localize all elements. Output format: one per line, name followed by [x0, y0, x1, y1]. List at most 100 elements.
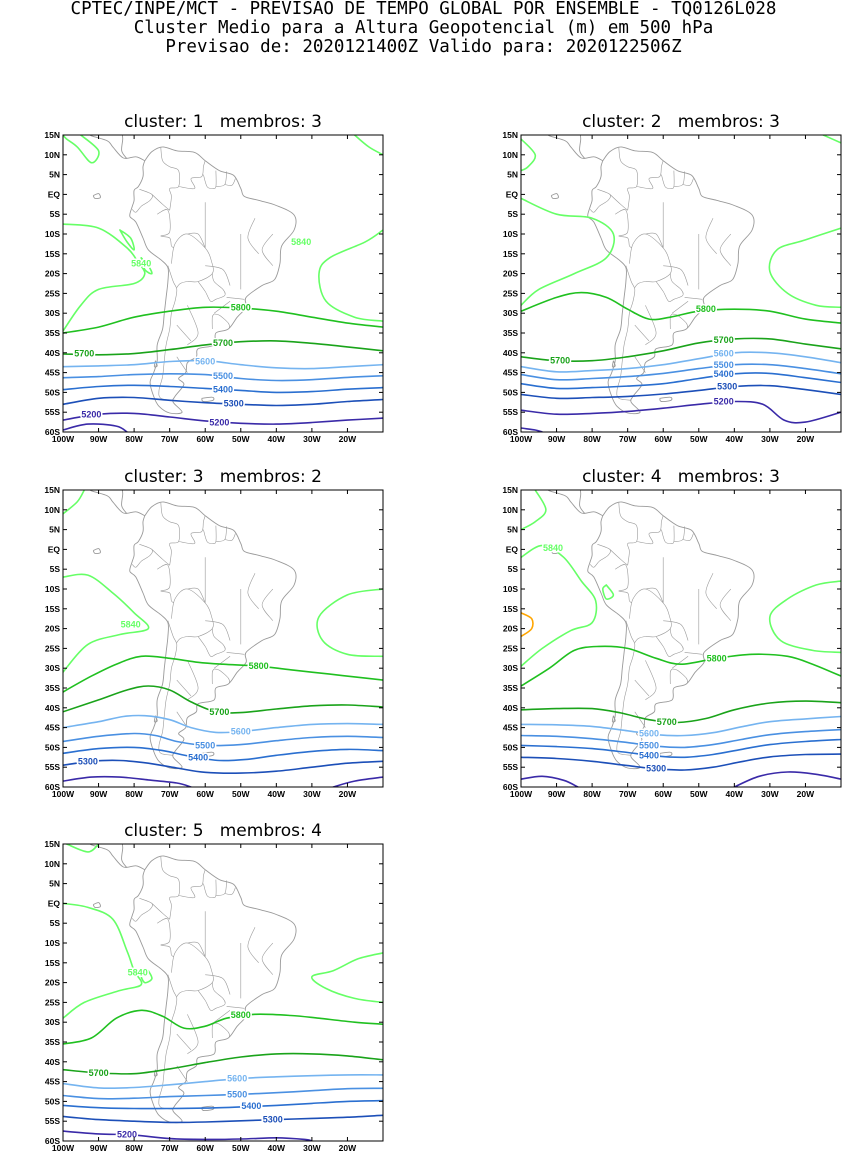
contour-5400	[63, 746, 383, 762]
lat-tick-label: 5N	[49, 879, 60, 889]
country-border	[661, 525, 675, 544]
contour-5700	[63, 685, 383, 714]
contour-5840	[353, 135, 383, 156]
island-outline	[153, 1069, 158, 1077]
country-border	[616, 620, 636, 756]
panel-title: cluster: 3 membros: 2	[124, 467, 322, 487]
lon-tick-label: 60W	[654, 434, 672, 444]
country-border	[615, 209, 633, 249]
map-panel-cluster-5: cluster: 5 membros: 4 5840 5800 5700 5600 55…	[0, 821, 390, 1166]
country-border	[213, 656, 231, 669]
island-outline	[659, 396, 673, 403]
lon-tick-label: 70W	[619, 434, 637, 444]
lat-tick-label: 5N	[507, 170, 518, 180]
lat-tick-label: 15S	[45, 958, 60, 968]
lat-tick-label: 10S	[45, 584, 60, 594]
contour-5500	[521, 363, 841, 381]
lat-tick-label: 25S	[503, 288, 518, 298]
lat-tick-label: 35S	[45, 1037, 60, 1047]
lat-tick-label: 15N	[44, 487, 60, 495]
country-border	[224, 887, 236, 895]
lat-tick-label: 45S	[45, 368, 60, 378]
contour-5840	[65, 844, 100, 853]
lat-tick-label: EQ	[48, 544, 61, 554]
country-border	[705, 573, 717, 609]
contour-label-5800: 5800	[231, 302, 251, 312]
country-border	[590, 544, 611, 568]
contour-5500	[521, 728, 841, 749]
country-border	[226, 652, 245, 655]
contour-5800	[63, 655, 383, 693]
island-outline	[201, 751, 215, 758]
lat-tick-label: 20S	[45, 978, 60, 988]
country-border	[203, 170, 217, 189]
lon-tick-label: 60W	[196, 789, 214, 799]
header-line-1: CPTEC/INPE/MCT - PREVISAO DE TEMPO GLOBA…	[70, 0, 777, 19]
contour-5400	[521, 372, 841, 390]
contour-5300	[521, 384, 841, 400]
map-panel-cluster-4: cluster: 4 membros: 3 5840 5800 5700 5600 55…	[458, 467, 847, 812]
contour-label-5700: 5700	[657, 717, 677, 727]
contour-5500	[63, 1087, 383, 1100]
map-frame	[62, 134, 384, 433]
lat-tick-label: EQ	[48, 898, 61, 908]
country-border	[719, 233, 732, 266]
lat-tick-label: 55S	[503, 407, 518, 417]
contour-5800	[521, 645, 841, 687]
country-border	[616, 265, 636, 401]
contour-5600	[63, 714, 383, 734]
contour-5300	[63, 396, 383, 407]
panel-title: cluster: 1 membros: 3	[124, 112, 322, 132]
lon-tick-label: 100W	[510, 789, 533, 799]
contour-5700	[63, 1052, 383, 1075]
lat-tick-label: 10N	[502, 505, 518, 515]
contour-label-5200: 5200	[714, 397, 734, 407]
contour-label-5500: 5500	[227, 1089, 247, 1099]
contour-label-5200: 5200	[117, 1130, 137, 1140]
country-border	[609, 194, 628, 211]
country-border	[178, 869, 206, 899]
contour-label-5840: 5840	[128, 968, 148, 978]
lon-tick-label: 30W	[761, 434, 779, 444]
lat-tick-label: EQ	[506, 189, 519, 199]
contour-label-5600: 5600	[227, 1073, 247, 1083]
country-border	[176, 1033, 192, 1051]
contour-5500	[63, 732, 383, 747]
contour-label-5840: 5840	[291, 237, 311, 247]
map-panel-cluster-2: cluster: 2 membros: 3 5800 5700 5700 5600 55…	[458, 112, 847, 457]
contour-5840	[602, 584, 615, 600]
contour-5300	[63, 1114, 383, 1124]
lon-tick-label: 20W	[339, 789, 357, 799]
contour-label-5200: 5200	[209, 418, 229, 428]
country-border	[224, 178, 236, 186]
contour-label-5400: 5400	[241, 1101, 261, 1111]
lat-tick-label: 30S	[503, 308, 518, 318]
contour-5600	[63, 1074, 383, 1090]
lat-tick-label: 60S	[45, 427, 60, 437]
caribbean-coastline	[579, 490, 586, 515]
lat-tick-label: 40S	[503, 348, 518, 358]
country-border	[636, 515, 664, 545]
country-border	[157, 209, 175, 249]
country-border	[684, 297, 703, 300]
contour-5840	[63, 135, 100, 164]
south-america-coastline	[587, 501, 755, 770]
lat-tick-label: 25S	[503, 643, 518, 653]
country-border	[158, 974, 178, 1110]
lat-tick-label: 5N	[49, 525, 60, 535]
lon-tick-label: 90W	[90, 789, 108, 799]
island-outline	[92, 193, 101, 199]
contour-5800	[521, 291, 841, 324]
lat-tick-label: 20S	[45, 624, 60, 634]
contour-label-5600: 5600	[195, 357, 215, 367]
country-border	[176, 324, 192, 342]
country-border	[590, 189, 611, 213]
contour-5500	[63, 373, 383, 382]
contour-5840	[768, 580, 841, 654]
country-border	[187, 587, 206, 604]
lat-tick-label: 25S	[45, 997, 60, 1007]
